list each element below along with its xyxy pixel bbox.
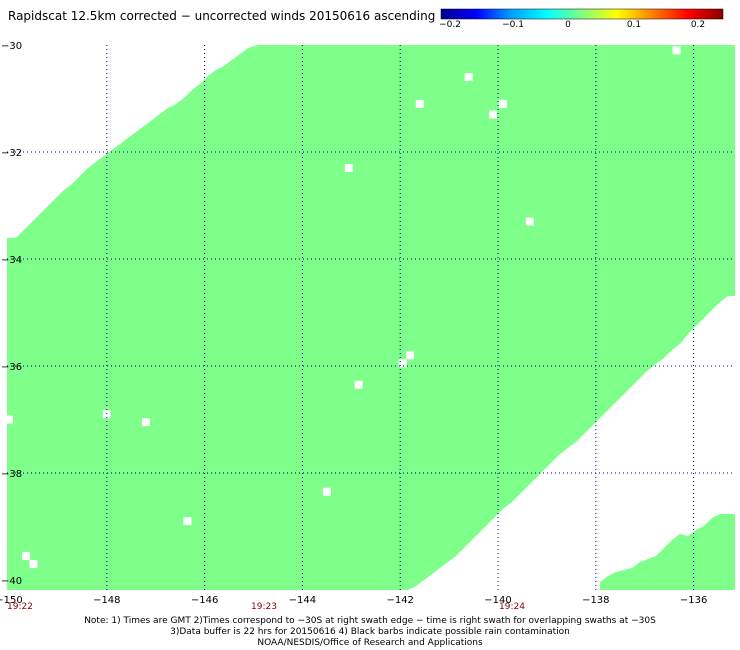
lon-tick-label: −140 (484, 595, 511, 606)
missing-cell (498, 99, 507, 108)
missing-cell (405, 351, 414, 360)
time-label: 19:24 (499, 602, 525, 612)
missing-cell (29, 559, 38, 568)
missing-cell (183, 517, 192, 526)
missing-cell (464, 73, 473, 82)
lat-tick-label: −30 (1, 41, 22, 52)
colorbar-gradient (440, 8, 724, 20)
colorbar-label: 0.1 (626, 20, 642, 30)
missing-cell (354, 380, 363, 389)
lon-tick-label: −144 (289, 595, 316, 606)
missing-cell (22, 551, 31, 560)
missing-cell (344, 164, 353, 173)
footer-credit: NOAA/NESDIS/Office of Research and Appli… (257, 638, 483, 648)
missing-cell (415, 99, 424, 108)
swath-coverage-2 (600, 514, 735, 590)
missing-cell (398, 359, 407, 368)
lon-tick-label: −148 (93, 595, 120, 606)
time-label: 19:22 (7, 602, 33, 612)
lat-tick-label: −32 (1, 148, 22, 159)
wind-map: −150 −148 −146 −144 −142 −140 −138 −136 −30 −32 −3… (0, 41, 735, 612)
time-label: 19:23 (251, 602, 277, 612)
missing-cell (5, 415, 13, 424)
missing-cell (525, 217, 534, 226)
lon-tick-label: −142 (386, 595, 413, 606)
lon-tick-label: −150 (0, 595, 23, 606)
swath-coverage (7, 45, 735, 590)
missing-cell (141, 418, 150, 427)
missing-cell (489, 110, 498, 119)
lon-tick-label: −136 (680, 595, 707, 606)
graticule (7, 45, 735, 590)
missing-cell (322, 487, 331, 496)
colorbar-label: 0 (565, 20, 571, 30)
footer-note-2: 3)Data buffer is 22 hrs for 20150616 4) … (170, 627, 570, 637)
lon-tick-label: −138 (582, 595, 609, 606)
missing-cell (102, 410, 111, 419)
lat-tick-label: −36 (1, 362, 22, 373)
lat-tick-label: −38 (1, 469, 22, 480)
colorbar-label: −0.2 (439, 20, 461, 30)
colorbar-label: −0.1 (502, 20, 524, 30)
footer-note-1: Note: 1) Times are GMT 2)Times correspon… (84, 616, 656, 626)
lat-tick-label: −34 (1, 255, 22, 266)
colorbar-bar (440, 8, 724, 20)
colorbar-label: 0.2 (690, 20, 706, 30)
lat-tick-label: −40 (1, 576, 22, 587)
map-title: Rapidscat 12.5km corrected − uncorrected… (8, 9, 436, 23)
missing-cell (672, 46, 681, 55)
lon-tick-label: −146 (191, 595, 218, 606)
